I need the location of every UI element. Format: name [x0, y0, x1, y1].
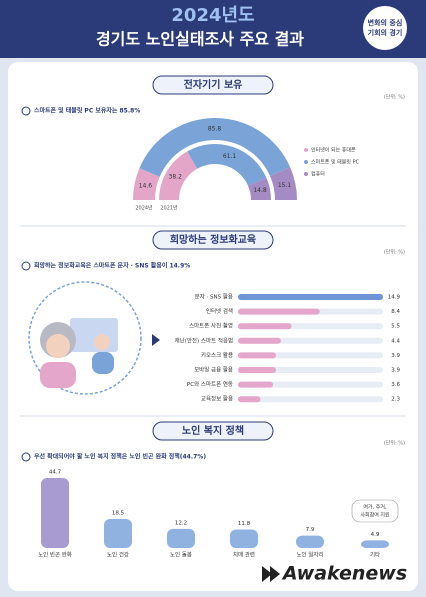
- illustration: [28, 281, 142, 395]
- value-label: 12.2: [175, 520, 187, 526]
- category-label: 모바일 금융 활용: [194, 366, 233, 374]
- callout-text: 여가, 주거,: [363, 504, 387, 511]
- section-title: 희망하는 정보화교육: [170, 233, 256, 246]
- ring-label: 2024년: [135, 205, 153, 212]
- bar: [238, 396, 261, 403]
- note-icon: [21, 452, 31, 462]
- section-title: 전자기기 보유: [184, 78, 243, 91]
- section-pill: [152, 230, 274, 250]
- bar: [238, 337, 281, 344]
- card: [8, 62, 418, 591]
- value-label: 44.7: [49, 470, 62, 476]
- legend-swatch: [304, 160, 308, 164]
- unit: (단위: %): [384, 440, 405, 447]
- value-label: 11.8: [238, 521, 251, 527]
- section-pill: [152, 75, 274, 95]
- category-label: PC와 스마트폰 연동: [187, 380, 233, 388]
- callout-text: 사회참여 지원: [360, 512, 390, 519]
- category-label: 노인 일자리: [296, 551, 323, 559]
- legend-swatch: [304, 148, 308, 152]
- bar: [238, 381, 274, 388]
- donut-segment: [159, 151, 198, 200]
- value-label: 4.9: [371, 532, 380, 538]
- category-label: 키오스크 활용: [201, 351, 233, 359]
- value-label: 2.3: [391, 397, 400, 403]
- callout: [351, 499, 399, 523]
- legend-swatch: [304, 172, 308, 176]
- note-icon: [21, 106, 31, 116]
- bar: [167, 528, 195, 548]
- bar: [41, 478, 69, 548]
- value-label: 18.5: [112, 511, 125, 517]
- donut-segment: [187, 143, 267, 186]
- category-label: 인터넷 검색: [206, 307, 233, 315]
- category-label: 노인 빈곤 완화: [38, 551, 72, 559]
- bar: [296, 535, 324, 548]
- unit: (단위: %): [384, 249, 405, 256]
- value-label: 15.1: [278, 182, 292, 189]
- arrow: [152, 334, 160, 346]
- bar: [238, 308, 320, 315]
- value-label: 3.9: [391, 368, 400, 374]
- value-label: 85.8: [208, 126, 222, 133]
- note-icon: [21, 261, 31, 271]
- note: 스마트폰 및 태블릿 PC 보유자는 85.8%: [34, 107, 140, 115]
- section-title: 노인 복지 정책: [182, 424, 244, 437]
- donut-segment: [139, 117, 291, 177]
- bar: [104, 519, 132, 548]
- value-label: 5.5: [391, 324, 400, 330]
- value-label: 3.9: [391, 353, 400, 359]
- category-label: 교육정보 활용: [201, 395, 233, 403]
- value-label: 8.4: [391, 309, 400, 315]
- donut-segment: [270, 167, 297, 200]
- category-label: 스마트폰 사진 촬영: [189, 322, 233, 330]
- badge-text: 기회의 경기: [368, 28, 403, 37]
- bar-track: [238, 381, 383, 388]
- unit: (단위: %): [384, 94, 405, 101]
- watermark-logo: [262, 566, 280, 582]
- value-label: 38.2: [169, 173, 183, 180]
- value-label: 61.1: [223, 153, 237, 160]
- bar: [361, 540, 389, 548]
- value-label: 7.9: [306, 527, 315, 533]
- watermark: Awakenews: [281, 563, 407, 585]
- note: 희망하는 정보화교육은 스마트폰 문자 · SNS 활용이 14.9%: [34, 262, 190, 270]
- bar: [230, 529, 258, 548]
- bar: [238, 294, 383, 300]
- category-label: 재난(안전) 스마트 적응법: [175, 336, 233, 344]
- badge: [363, 6, 407, 50]
- header-band: [0, 0, 426, 58]
- value-label: 14.6: [139, 182, 153, 189]
- ring-label: 2021년: [160, 205, 178, 212]
- legend-label: 인터넷이 되는 휴대폰: [311, 147, 356, 154]
- category-label: 치매 관련: [233, 551, 255, 559]
- section-pill: [152, 421, 274, 441]
- value-label: 4.4: [391, 338, 400, 344]
- value-label: 14.9: [388, 295, 401, 301]
- legend-label: 컴퓨터: [311, 171, 325, 178]
- bar: [238, 323, 292, 330]
- category-label: 노인 돌봄: [170, 552, 192, 559]
- donut-segment: [133, 168, 160, 200]
- legend-label: 스마트폰 및 태블릿 PC: [311, 159, 360, 166]
- donut-segment: [248, 177, 271, 200]
- category-label: 노인 건강: [107, 552, 129, 559]
- value-label: 14.8: [253, 187, 267, 194]
- header-title: 경기도 노인실태조사 주요 결과: [96, 30, 304, 49]
- bar: [238, 367, 276, 373]
- bar: [238, 352, 276, 359]
- badge-text: 변화의 중심: [368, 18, 403, 27]
- note: 우선 확대되어야 할 노인 복지 정책은 노인 빈곤 완화 정책(44.7%): [34, 453, 206, 461]
- category-label: 문자 · SNS 활용: [195, 293, 233, 301]
- header-year: 2024년도: [171, 5, 254, 26]
- bar-track: [238, 396, 383, 403]
- value-label: 3.6: [391, 382, 400, 388]
- category-label: 기타: [370, 551, 380, 559]
